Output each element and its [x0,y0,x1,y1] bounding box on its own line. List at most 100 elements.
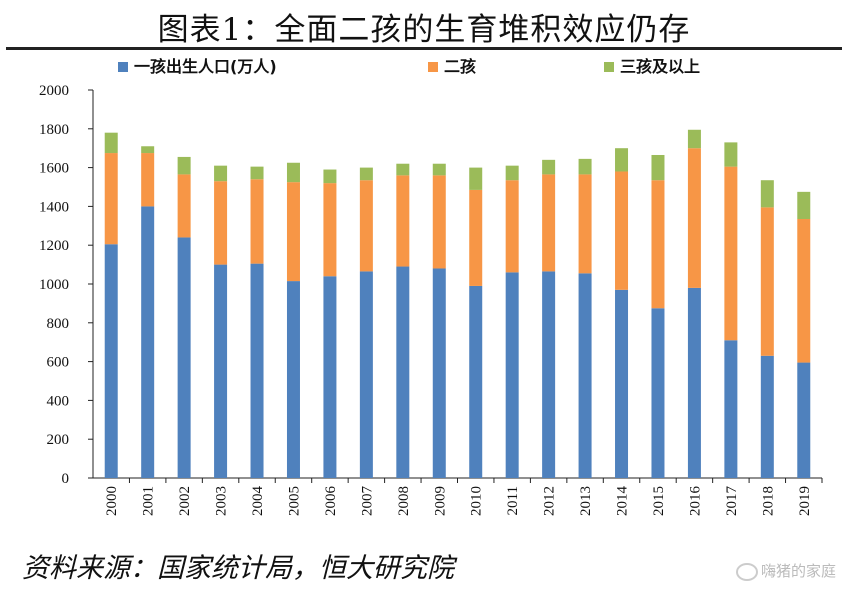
y-tick-label: 800 [47,316,70,332]
stacked-bar-chart: 0 200 400 600 800 1000 1200 1400 1600 1800 2000 200… [39,57,823,517]
bar-segment-2-2013 [578,174,592,274]
bar-segment-1-2011 [505,272,519,478]
bar-segment-3-2003 [214,165,228,182]
x-tick-label: 2002 [177,486,193,516]
bar-segment-1-2007 [359,271,373,478]
bar-segment-1-2019 [797,362,811,478]
bar-segment-1-2002 [177,237,191,478]
bar-segment-3-2008 [396,163,410,176]
bar-segment-1-2003 [214,264,228,478]
bar-segment-1-2005 [286,281,300,478]
x-tick-label: 2013 [578,486,594,516]
bar-segment-3-2009 [432,163,446,176]
bar-segment-1-2001 [141,206,155,478]
bar-segment-2-2006 [323,183,337,277]
bar-segment-1-2013 [578,273,592,478]
bar-segment-1-2016 [687,287,701,478]
chart-title: 图表1：全面二孩的生育堆积效应仍存 [157,12,691,48]
x-tick-label: 2011 [505,486,521,515]
bar-segment-3-2010 [469,167,483,190]
x-tick-label: 2016 [687,486,703,517]
weibo-icon [736,562,758,581]
x-tick-label: 2000 [104,486,120,516]
bar-segment-3-2012 [542,159,556,175]
bar-segment-2-2003 [214,181,228,265]
x-tick-label: 2018 [760,486,776,516]
legend-swatch [118,62,128,72]
bar-segment-1-2018 [760,355,774,478]
bar-segment-2-2012 [542,174,556,272]
legend-label: 一孩出生人口(万人) [134,57,277,76]
bar-segment-2-2018 [760,207,774,356]
x-tick-label: 2001 [141,486,157,516]
legend-label: 二孩 [444,57,476,76]
bar-segment-1-2014 [615,289,629,478]
title-divider [6,47,842,50]
bar-segment-1-2000 [104,244,118,478]
x-tick-label: 2015 [651,486,667,516]
legend-swatch [428,62,438,72]
x-tick-label: 2006 [323,486,339,517]
bar-segment-2-2004 [250,179,264,264]
bar-segment-2-2002 [177,174,191,238]
x-tick-label: 2005 [286,486,302,516]
y-tick-label: 600 [47,355,70,371]
x-tick-label: 2017 [724,486,740,517]
bar-segment-1-2012 [542,271,556,478]
bar-segment-2-2017 [724,166,738,341]
bar-segment-3-2006 [323,169,337,184]
bar-segment-3-2017 [724,142,738,167]
x-tick-label: 2012 [542,486,558,516]
x-tick-label: 2010 [469,486,485,516]
legend-label: 三孩及以上 [620,57,700,76]
bar-segment-2-2001 [141,153,155,207]
watermark-text: 嗨猪的家庭 [761,562,837,580]
x-tick-label: 2008 [396,486,412,516]
bar-segment-3-2016 [687,129,701,149]
y-tick-label: 200 [47,432,70,448]
bar-segment-2-2007 [359,180,373,272]
bar-segment-2-2016 [687,148,701,288]
source-note: 资料来源：国家统计局，恒大研究院 [22,553,454,584]
y-tick-label: 1400 [39,199,69,215]
x-tick-label: 2014 [615,486,631,517]
bar-segment-3-2001 [141,146,155,154]
y-tick-label: 1200 [39,238,69,254]
bar-segment-2-2014 [615,171,629,290]
bar-segment-2-2000 [104,153,118,245]
y-tick-label: 2000 [39,83,69,99]
bar-segment-1-2008 [396,266,410,478]
bar-segment-2-2011 [505,180,519,273]
x-tick-label: 2009 [432,486,448,516]
y-tick-label: 1600 [39,161,69,177]
bar-segment-3-2004 [250,166,264,180]
bar-segment-3-2019 [797,191,811,220]
bar-segment-3-2002 [177,156,191,175]
watermark: 嗨猪的家庭 [736,560,836,581]
bar-segment-2-2008 [396,175,410,267]
y-tick-label: 0 [62,471,70,487]
x-tick-label: 2003 [214,486,230,516]
x-tick-label: 2019 [797,486,813,516]
bar-segment-1-2017 [724,340,738,478]
bar-segment-2-2010 [469,189,483,286]
bar-segment-3-2013 [578,158,592,175]
x-tick-label: 2007 [359,486,375,517]
legend-swatch [604,62,614,72]
x-tick-label: 2004 [250,486,266,517]
bar-segment-2-2019 [797,219,811,363]
y-tick-label: 1000 [39,277,69,293]
bar-segment-3-2015 [651,154,665,181]
y-tick-label: 400 [47,393,70,409]
bar-segment-3-2018 [760,180,774,208]
bar-segment-1-2015 [651,308,665,478]
bar-segment-2-2009 [432,175,446,269]
bar-segment-3-2000 [104,132,118,154]
bar-segment-1-2009 [432,268,446,478]
bar-segment-1-2006 [323,276,337,478]
bar-segment-1-2004 [250,263,264,478]
bar-segment-3-2005 [286,162,300,183]
bar-segment-3-2007 [359,167,373,181]
bar-segment-1-2010 [469,285,483,478]
bar-segment-3-2011 [505,165,519,181]
